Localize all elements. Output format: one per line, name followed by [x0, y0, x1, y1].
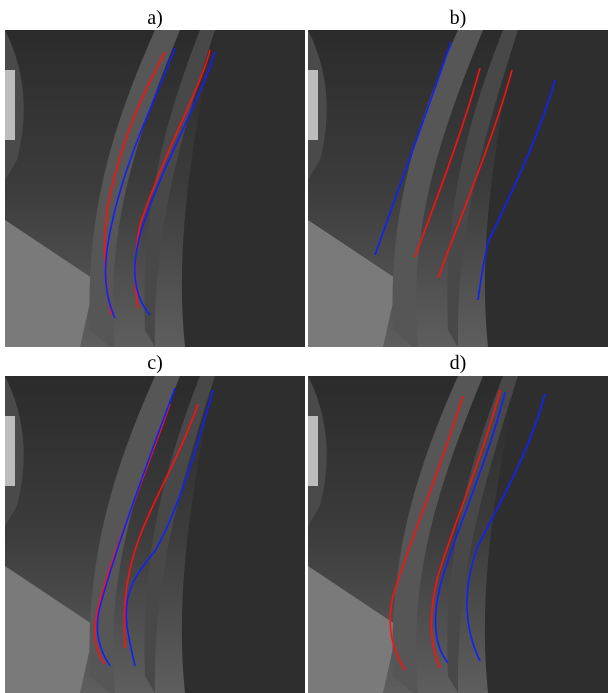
panel-b-caption: b): [449, 7, 467, 29]
curve-blue-2: [134, 51, 216, 316]
panel-c-image: [5, 376, 305, 693]
curve-red-1: [389, 395, 464, 671]
curve-blue-2: [125, 389, 214, 667]
curve-red-2: [123, 403, 199, 649]
curve-blue-1: [434, 391, 506, 664]
curve-blue-1: [374, 41, 452, 256]
curve-red-1: [94, 403, 171, 665]
curve-red-1: [414, 67, 481, 258]
frame-bar: [89, 30, 180, 347]
left-light: [5, 70, 15, 140]
panel-c-scene: [5, 376, 305, 693]
curve-red-2: [437, 69, 513, 279]
panel-d-caption: d): [449, 352, 467, 374]
panel-a-caption: a): [147, 7, 163, 29]
panel-d-image: [308, 376, 608, 693]
panel-a-image: [5, 30, 305, 347]
curve-blue-1: [96, 387, 176, 667]
floor-region: [5, 220, 95, 347]
panel-c-caption: c): [147, 352, 163, 374]
panel-b-scene: [308, 30, 608, 347]
curve-blue-2: [477, 79, 556, 301]
panel-a-scene: [5, 30, 305, 347]
curve-blue-1: [104, 47, 176, 319]
panel-b-image: [308, 30, 608, 347]
curve-blue-2: [466, 393, 546, 662]
curve-red-2: [430, 389, 501, 669]
panel-d-scene: [308, 376, 608, 693]
